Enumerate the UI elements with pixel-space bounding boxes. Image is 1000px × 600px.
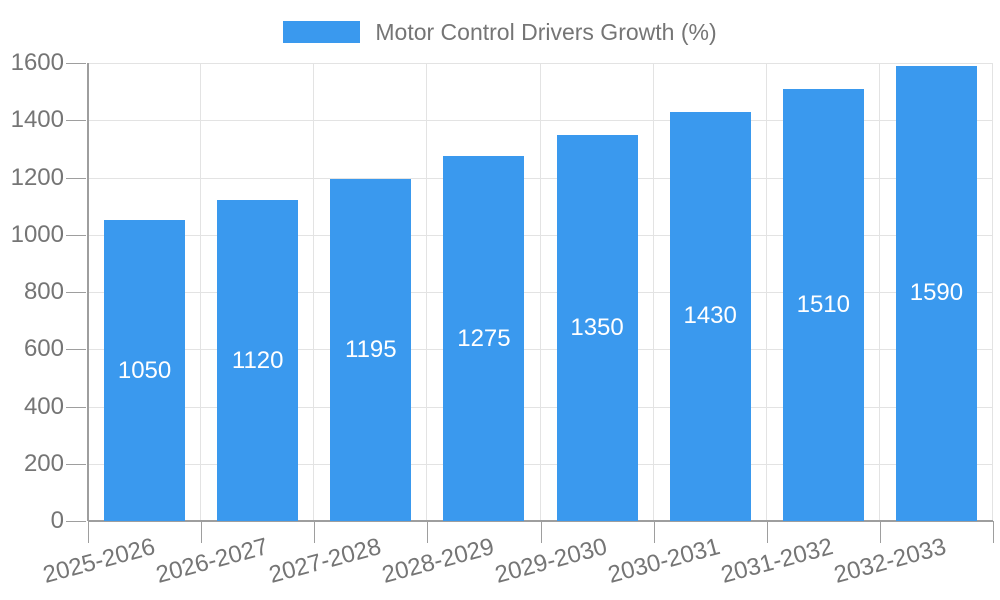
gridline-vertical [992,63,993,521]
gridline-horizontal [88,120,993,122]
y-tick-label: 800 [23,278,64,305]
bar-value-label: 1350 [570,313,624,341]
x-tick-mark [201,521,203,543]
bar-value-label: 1120 [231,346,284,374]
x-tick-mark [993,521,994,543]
y-tick-mark [66,349,86,351]
x-tick-mark [314,521,316,543]
bar-value-label: 1195 [345,335,397,363]
gridline-vertical [765,63,767,521]
bar: 1350 [556,134,638,521]
bar: 1430 [669,111,751,521]
y-tick-label: 600 [23,335,64,363]
bar: 1275 [443,156,525,521]
gridline-horizontal [88,463,993,465]
bar-value-label: 1050 [117,356,172,384]
gridline-horizontal [88,234,993,236]
gridline-horizontal [88,406,993,408]
bar: 1120 [217,200,299,521]
plot-area: 1050 1120 1195 1275 1350 1430 1510 1590 [87,63,993,522]
x-tick-mark [88,521,89,543]
bar: 1510 [782,88,864,521]
y-tick-label: 1200 [10,163,64,191]
y-tick-label: 0 [50,507,64,534]
gridline-horizontal [88,63,993,64]
x-tick-mark [540,521,542,543]
bar-value-label: 1510 [796,290,850,318]
gridline-horizontal [88,349,993,351]
chart-legend: Motor Control Drivers Growth (%) [0,17,1000,47]
gridline-vertical [313,63,315,521]
y-tick-label: 200 [23,449,64,477]
bar-value-label: 1275 [457,324,511,352]
gridline-vertical [878,63,880,521]
y-tick-mark [66,463,86,465]
bar-value-label: 1590 [909,279,964,307]
y-tick-mark [66,234,86,236]
y-tick-label: 1400 [10,106,64,134]
gridline-vertical [200,63,202,521]
y-tick-label: 400 [23,392,64,420]
x-tick-mark [766,521,768,543]
gridline-horizontal [88,292,993,293]
y-axis-line [87,63,89,521]
x-tick-mark [879,521,881,543]
y-tick-label: 1000 [10,220,64,248]
legend-label: Motor Control Drivers Growth (%) [375,18,717,45]
y-tick-mark [66,521,86,522]
y-tick-mark [66,406,86,408]
y-tick-label: 1600 [10,49,64,76]
legend-swatch [283,21,361,43]
y-tick-mark [66,120,86,122]
bar: 1195 [330,178,412,521]
gridline-vertical [652,63,654,521]
bar: 1050 [104,220,186,521]
x-tick-mark [653,521,655,543]
bar: 1590 [895,65,977,521]
gridline-horizontal [88,177,993,179]
x-tick-mark [427,521,429,543]
gridline-vertical [426,63,428,521]
gridline-vertical [539,63,541,521]
y-tick-mark [66,63,86,64]
y-tick-mark [66,292,86,293]
y-tick-mark [66,177,86,179]
bar-value-label: 1430 [683,302,737,330]
